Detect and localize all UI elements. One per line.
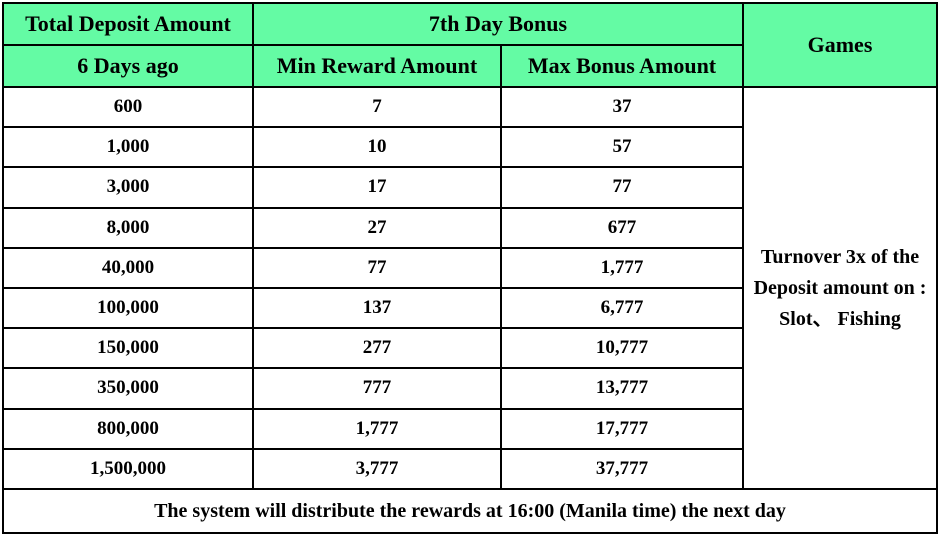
- table-row: 1,500,000 3,777 37,777: [2, 447, 937, 491]
- header-row-2: 6 Days ago Min Reward Amount Max Bonus A…: [2, 44, 937, 88]
- deposit-cell: 3,000: [2, 166, 254, 209]
- deposit-cell: 100,000: [2, 286, 254, 330]
- games-note-line1: Turnover 3x of the: [760, 245, 920, 268]
- deposit-cell: 600: [2, 85, 254, 129]
- deposit-cell: 150,000: [2, 327, 254, 370]
- min-reward-cell: 777: [252, 367, 502, 410]
- max-bonus-cell: 77: [500, 166, 744, 209]
- table-row: 350,000 777 13,777: [2, 367, 937, 410]
- max-bonus-cell: 677: [500, 206, 744, 249]
- max-bonus-cell: 57: [500, 126, 744, 169]
- header-row-1: Total Deposit Amount 7th Day Bonus Games: [2, 2, 938, 88]
- table-row: 100,000 137 6,777: [2, 286, 937, 330]
- table-row: 1,000 10 57: [2, 126, 937, 169]
- table-row: 600 7 37 Turnover 3x of the Deposit amou…: [2, 85, 938, 490]
- max-bonus-cell: 13,777: [500, 367, 744, 410]
- max-bonus-cell: 1,777: [500, 246, 744, 289]
- deposit-cell: 800,000: [2, 407, 254, 450]
- min-reward-cell: 3,777: [252, 447, 502, 491]
- table-row: 8,000 27 677: [2, 206, 937, 249]
- table-row: 150,000 277 10,777: [2, 327, 937, 370]
- header-total-deposit: Total Deposit Amount: [2, 2, 254, 46]
- min-reward-cell: 7: [252, 85, 502, 129]
- max-bonus-cell: 37,777: [500, 447, 744, 491]
- min-reward-cell: 10: [252, 126, 502, 169]
- min-reward-cell: 17: [252, 166, 502, 209]
- table-row: 3,000 17 77: [2, 166, 937, 209]
- footer-row: The system will distribute the rewards a…: [2, 488, 938, 534]
- header-7th-day-bonus: 7th Day Bonus: [252, 2, 744, 46]
- max-bonus-cell: 10,777: [500, 327, 744, 370]
- max-bonus-cell: 37: [500, 85, 744, 129]
- deposit-cell: 1,500,000: [2, 447, 254, 491]
- games-note-line3: Slot、 Fishing: [779, 307, 901, 330]
- header-max-bonus: Max Bonus Amount: [500, 44, 744, 88]
- header-min-reward: Min Reward Amount: [252, 44, 502, 88]
- games-note-cell: Turnover 3x of the Deposit amount on : S…: [742, 86, 938, 490]
- table-row: 800,000 1,777 17,777: [2, 407, 937, 450]
- max-bonus-cell: 17,777: [500, 407, 744, 450]
- min-reward-cell: 27: [252, 206, 502, 249]
- min-reward-cell: 1,777: [252, 407, 502, 450]
- deposit-cell: 350,000: [2, 367, 254, 410]
- min-reward-cell: 137: [252, 286, 502, 330]
- games-note-line2: Deposit amount on :: [753, 276, 927, 299]
- min-reward-cell: 77: [252, 246, 502, 289]
- max-bonus-cell: 6,777: [500, 286, 744, 330]
- deposit-cell: 1,000: [2, 126, 254, 169]
- deposit-cell: 40,000: [2, 246, 254, 289]
- header-games: Games: [742, 2, 938, 88]
- table-row: 40,000 77 1,777: [2, 246, 937, 289]
- header-6-days-ago: 6 Days ago: [2, 44, 254, 88]
- distribution-note: The system will distribute the rewards a…: [2, 488, 938, 534]
- deposit-cell: 8,000: [2, 206, 254, 249]
- min-reward-cell: 277: [252, 327, 502, 370]
